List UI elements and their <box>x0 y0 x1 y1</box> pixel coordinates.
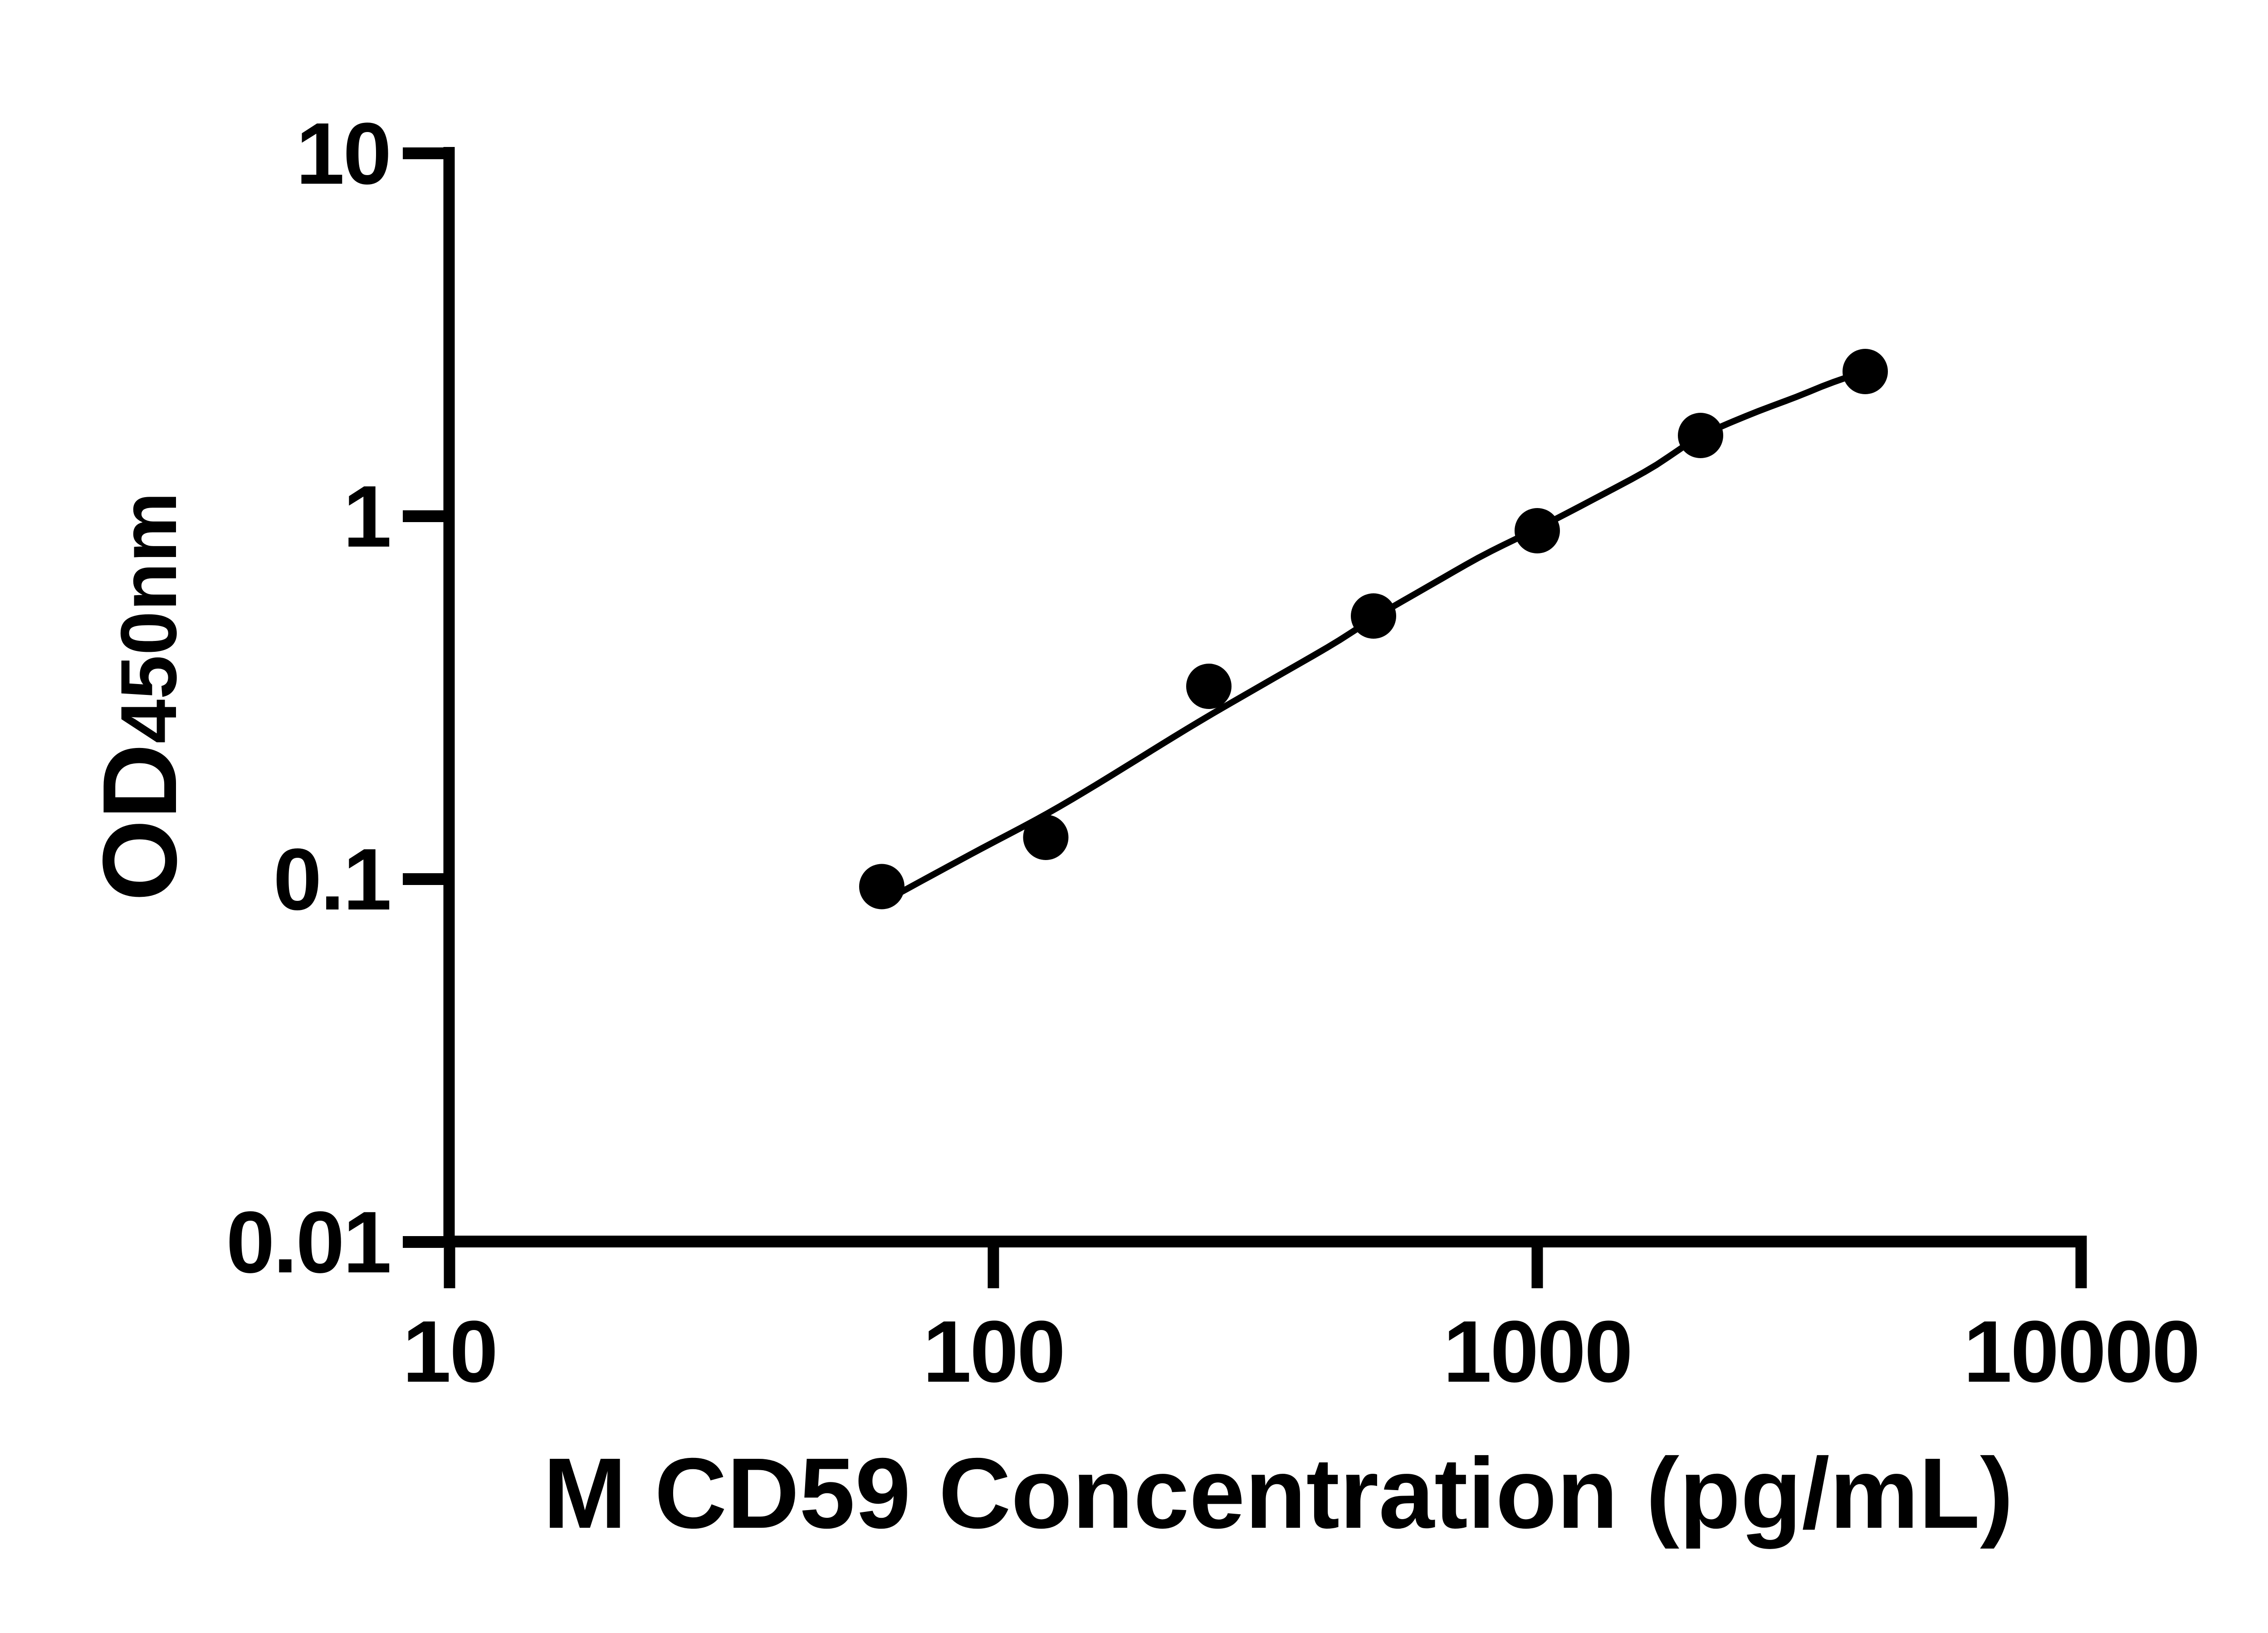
svg-text:0.1: 0.1 <box>273 830 390 928</box>
svg-text:100: 100 <box>923 1302 1064 1400</box>
svg-text:10000: 10000 <box>1963 1302 2199 1400</box>
svg-text:10: 10 <box>402 1302 497 1400</box>
svg-text:M CD59 Concentration (pg/mL): M CD59 Concentration (pg/mL) <box>543 1437 2013 1549</box>
svg-text:1000: 1000 <box>1443 1302 1631 1400</box>
svg-text:10: 10 <box>296 104 390 202</box>
svg-text:0.01: 0.01 <box>226 1193 390 1291</box>
svg-text:OD450nm: OD450nm <box>81 492 199 901</box>
svg-text:1: 1 <box>343 467 390 565</box>
